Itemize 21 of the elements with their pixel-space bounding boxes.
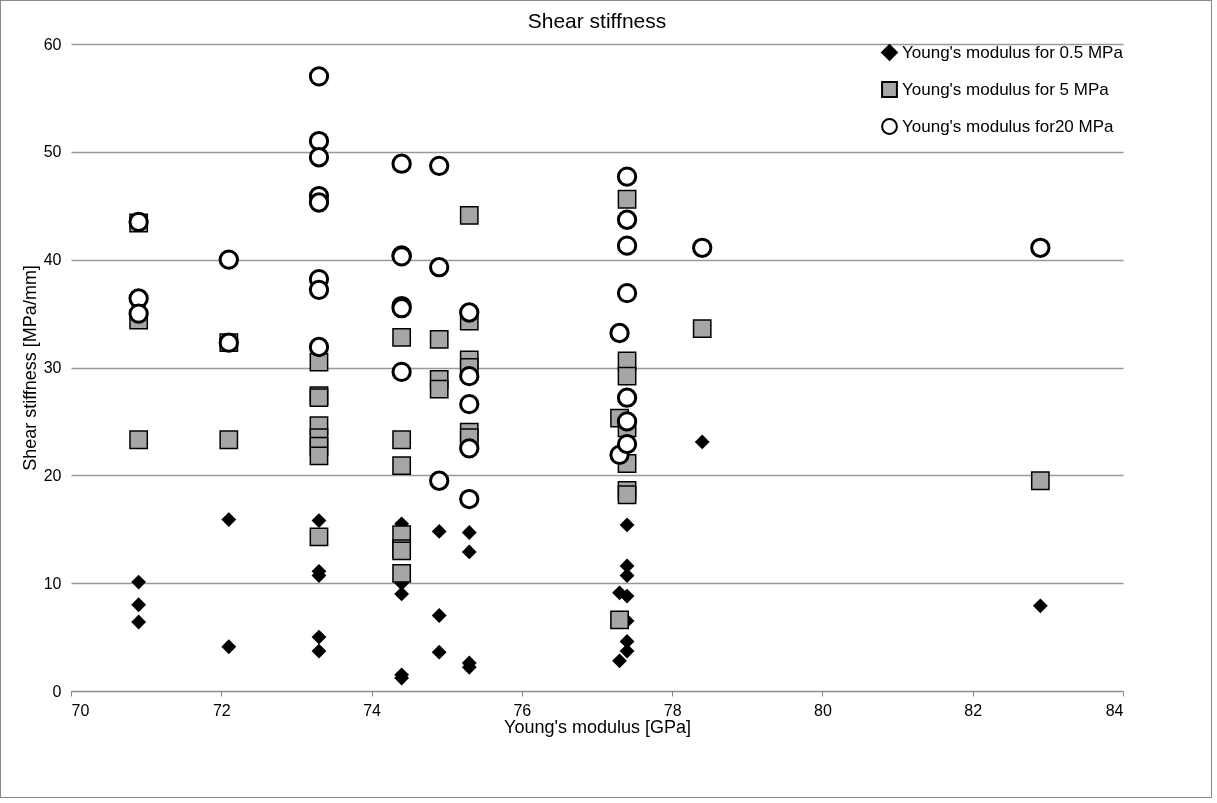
y-tick-label: 10 [43,574,62,592]
legend-label: Young's modulus for 5 MPa [902,79,1110,99]
x-tick-label: 80 [814,701,832,719]
y-axis-title: Shear stiffness [MPa/mm] [19,265,40,471]
y-tick-label: 0 [52,682,62,700]
y-tick-label: 50 [43,143,62,161]
x-tick-label: 84 [1105,701,1124,719]
x-tick-label: 70 [71,701,90,719]
y-tick-label: 60 [43,35,62,53]
y-tick-label: 20 [43,466,62,484]
y-tick-label: 40 [43,251,62,269]
legend-label: Young's modulus for 0.5 MPa [902,42,1124,62]
x-axis-title: Young's modulus [GPa] [504,716,691,737]
x-tick-label: 78 [663,701,682,719]
x-tick-label: 82 [964,701,983,719]
chart-title: Shear stiffness [527,9,667,32]
x-tick-label: 74 [363,701,382,719]
x-tick-label: 72 [212,701,231,719]
legend-label: Young's modulus for20 MPa [902,116,1115,136]
y-tick-label: 30 [43,359,62,376]
x-tick-label: 76 [513,701,532,719]
